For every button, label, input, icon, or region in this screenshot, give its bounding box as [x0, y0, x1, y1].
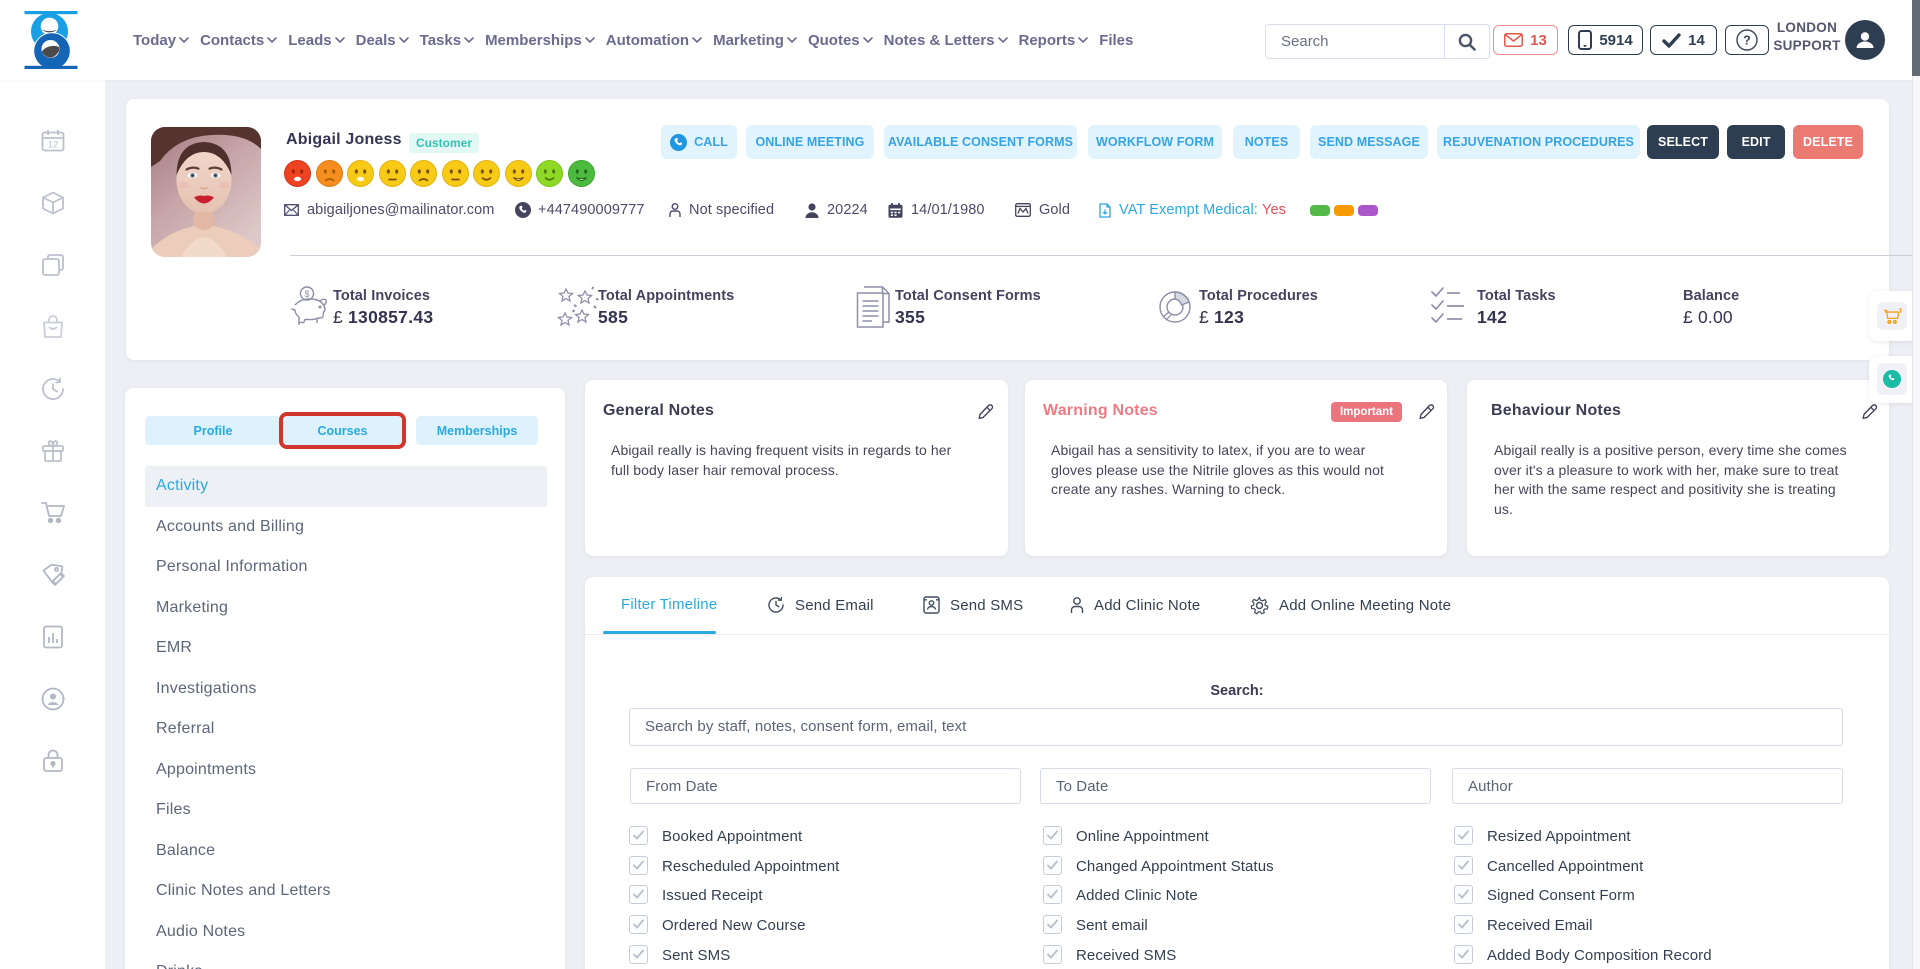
svg-text:12: 12 [48, 140, 59, 151]
svg-text:$: $ [304, 289, 309, 299]
svg-text:?: ? [1743, 34, 1751, 48]
